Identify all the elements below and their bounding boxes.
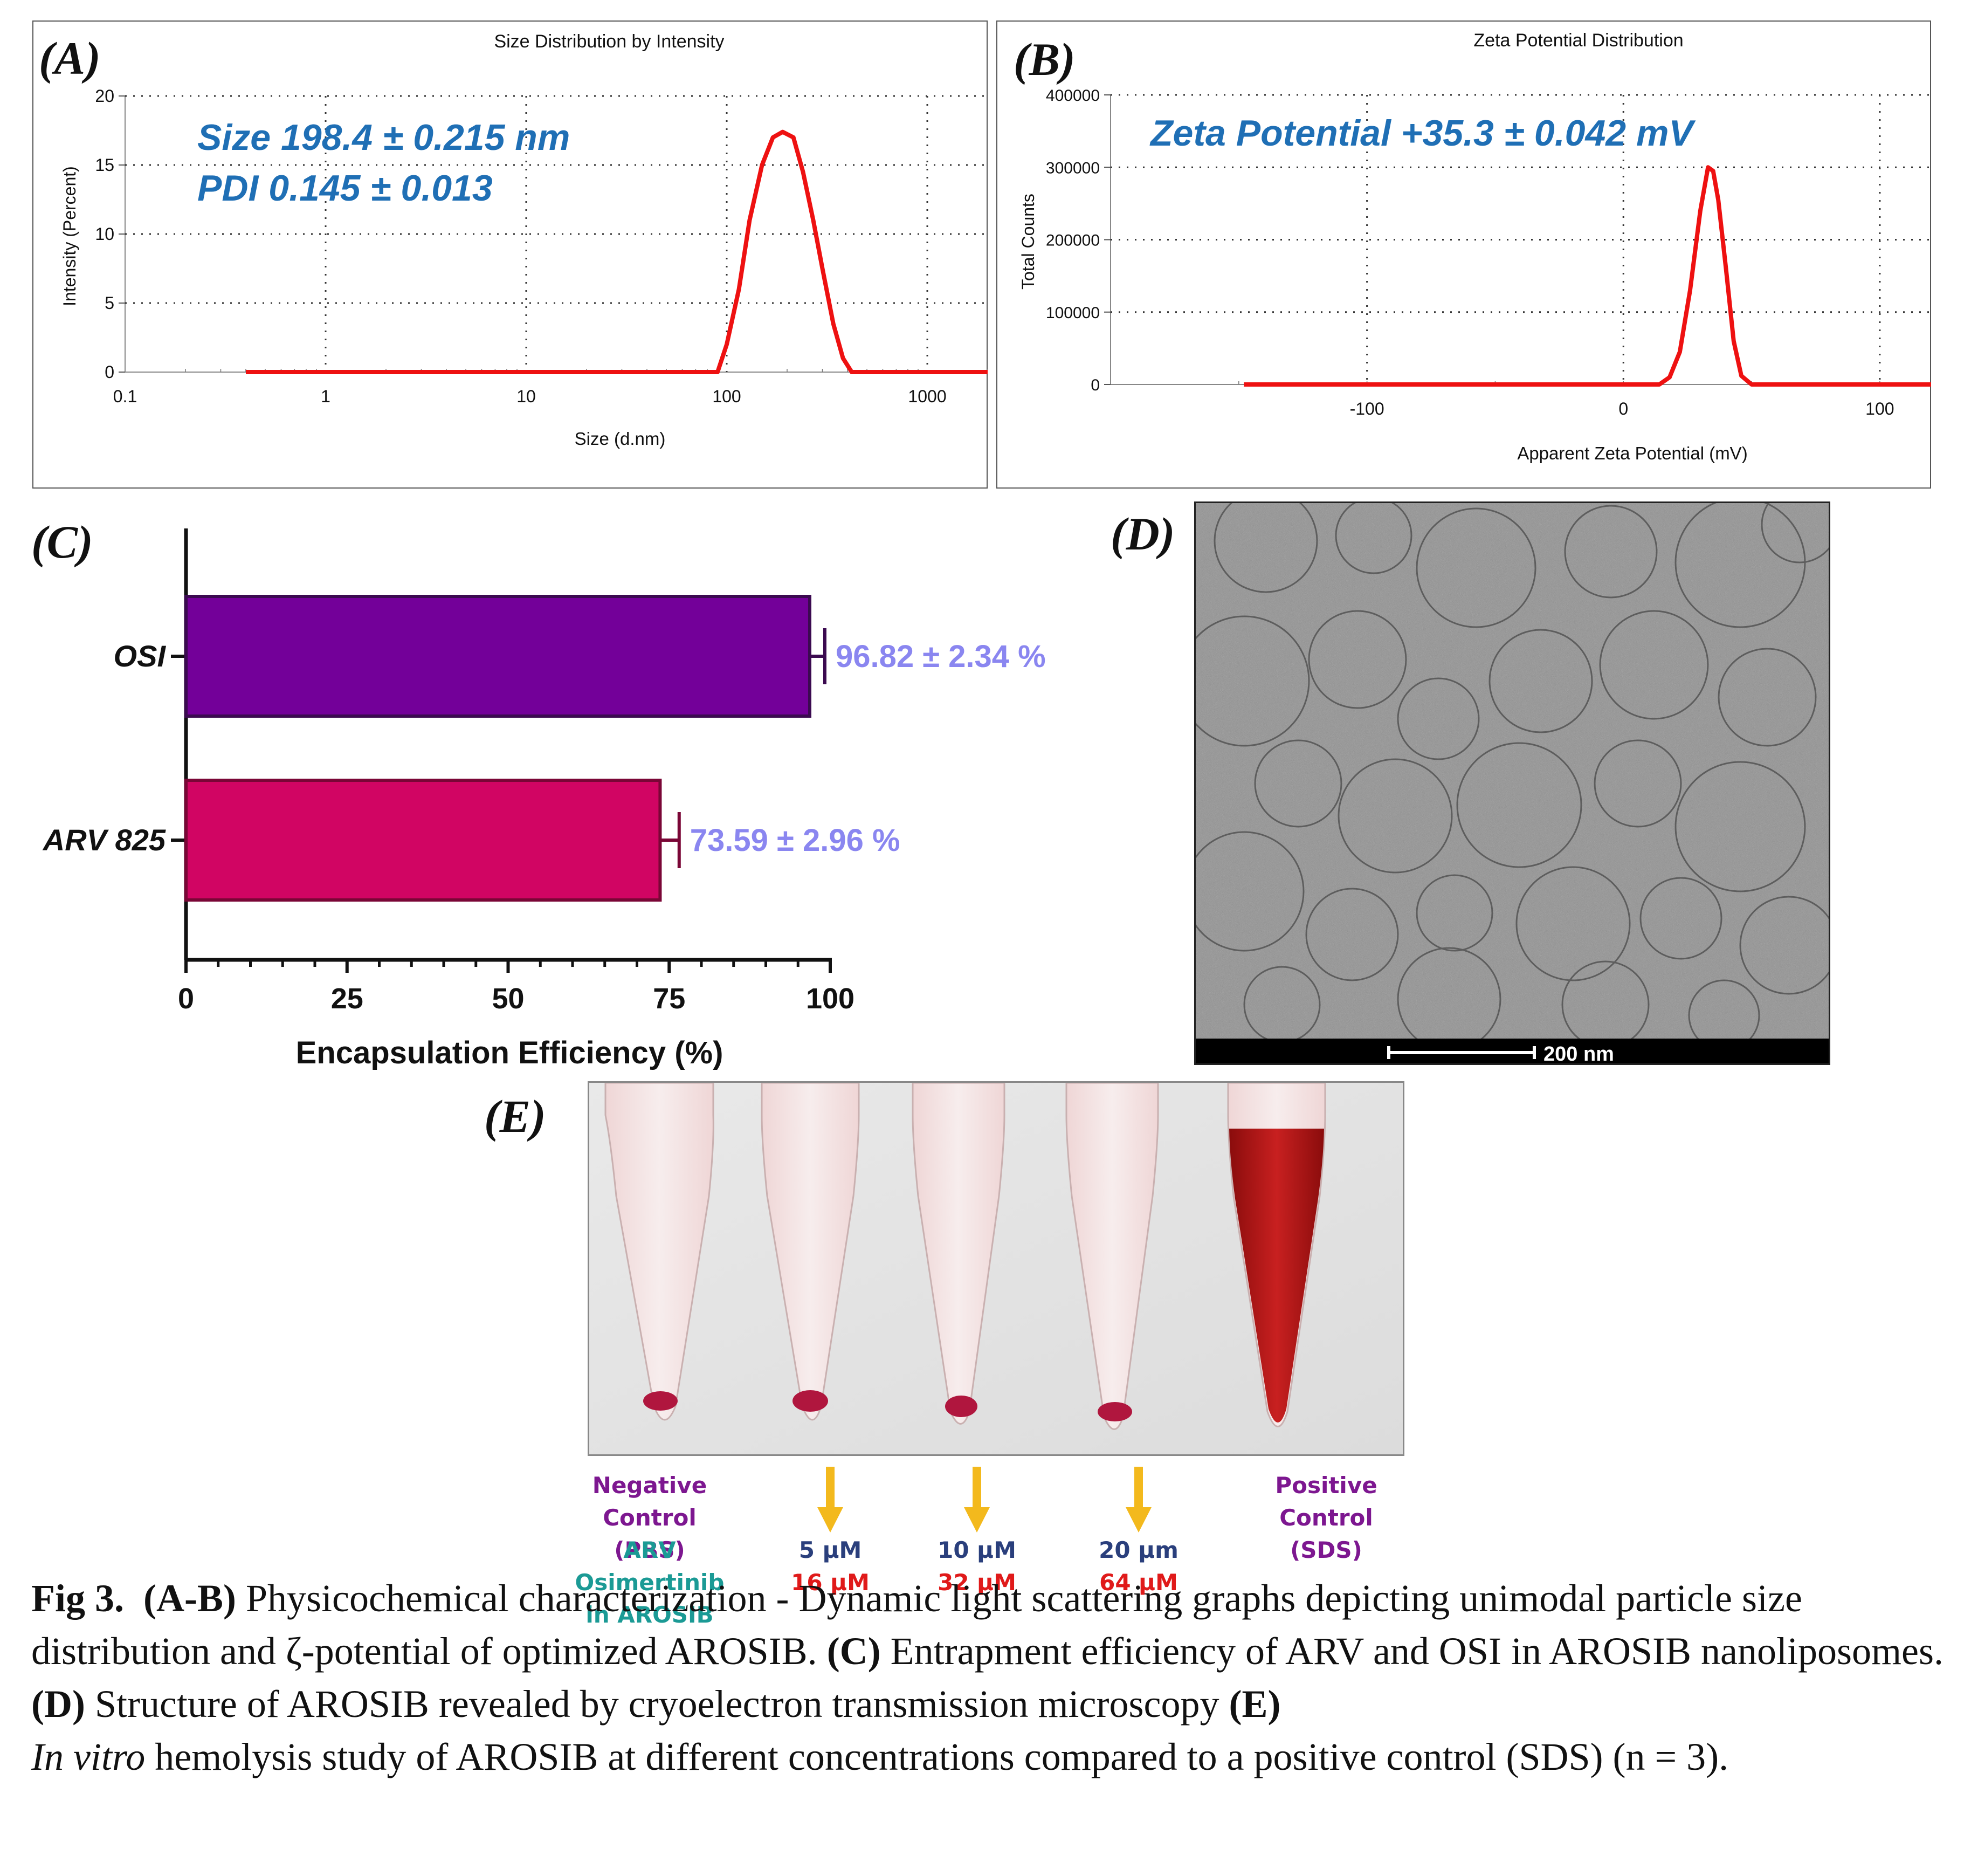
caption-e: (E) <box>1229 1682 1281 1726</box>
b-y-tick-label: 400000 <box>1046 87 1100 105</box>
tube-5um <box>761 1083 860 1421</box>
a-y-tick-label: 5 <box>105 293 114 313</box>
chart-b-title: Zeta Potential Distribution <box>1473 30 1683 51</box>
arrow-icon-3 <box>1126 1467 1152 1533</box>
encapsulation-efficiency-chart: 0 25 50 75 100 OSI ARV 825 96.82 ± 2.34 % 73.59… <box>42 528 1046 1070</box>
zeta-curve-series <box>1244 165 1931 387</box>
c-x-tick-label: 0 <box>178 982 194 1015</box>
panel-a-label: (A) <box>39 32 101 84</box>
chart-b-ylabel: Total Counts <box>1018 194 1038 290</box>
a-x-tick-label: 1 <box>321 387 330 406</box>
chart-a-xlabel: Size (d.nm) <box>575 429 666 449</box>
caption-fig-number: Fig 3. <box>31 1577 124 1620</box>
b-x-tick-label: 100 <box>1865 399 1894 418</box>
b-x-tick-label: -100 <box>1350 399 1384 418</box>
tube-20um <box>1065 1083 1159 1430</box>
tube-negative-control <box>604 1083 714 1421</box>
conc-label-2: 10 µM 32 µM <box>938 1537 1016 1596</box>
size-curve-series <box>246 129 988 374</box>
c-value-label: 96.82 ± 2.34 % <box>836 639 1046 674</box>
panel-c-label: (C) <box>31 516 93 568</box>
c-bar <box>184 595 811 718</box>
tube-10um <box>912 1083 1005 1425</box>
b-x-tick-label: 0 <box>1618 399 1628 418</box>
caption-d: (D) <box>31 1682 85 1726</box>
c-bar <box>184 779 662 902</box>
panel-d-label: (D) <box>1111 508 1175 560</box>
positive-control-label: Positive Control (SDS) <box>1275 1472 1377 1563</box>
a-x-tick-label: 0.1 <box>113 387 137 406</box>
panel-b-label: (B) <box>1014 33 1076 85</box>
c-category-label: ARV 825 <box>42 823 166 857</box>
zeta-potential-chart: Zeta Potential Distribution Total Counts… <box>1018 30 1931 463</box>
caption-text-4: hemolysis study of AROSIB at different c… <box>145 1735 1729 1778</box>
size-annotation: Size 198.4 ± 0.215 nm <box>197 117 570 158</box>
b-y-tick-label: 100000 <box>1046 304 1100 322</box>
caption-text-1: Physicochemical characterization - Dynam… <box>31 1577 1802 1673</box>
hemolysis-tubes <box>589 1083 1403 1454</box>
panel-b-frame <box>996 20 1931 489</box>
zeta-annotation: Zeta Potential +35.3 ± 0.042 mV <box>1149 113 1696 154</box>
chart-a-ylabel: Intensity (Percent) <box>60 166 79 306</box>
a-y-tick-label: 0 <box>105 362 114 382</box>
a-x-tick-label: 1000 <box>908 387 946 406</box>
c-x-tick-label: 50 <box>492 982 524 1015</box>
conc-label-1: 5 µM 16 µM <box>791 1537 870 1596</box>
c-x-tick-label: 75 <box>653 982 685 1015</box>
chart-b-xlabel: Apparent Zeta Potential (mV) <box>1517 443 1747 463</box>
conc-label-3: 20 µm 64 µM <box>1099 1537 1179 1596</box>
pdi-annotation: PDI 0.145 ± 0.013 <box>197 168 493 209</box>
a-y-tick-label: 15 <box>95 155 114 175</box>
a-x-tick-label: 10 <box>516 387 536 406</box>
caption-text-2: Entrapment efficiency of ARV and OSI in … <box>880 1630 1944 1673</box>
c-x-tick-label: 25 <box>331 982 363 1015</box>
caption-c: (C) <box>826 1630 881 1673</box>
figure-caption: Fig 3. (A-B) Physicochemical characteriz… <box>31 1572 1951 1783</box>
panel-a-frame <box>32 20 988 489</box>
caption-text-3: Structure of AROSIB revealed by cryoelec… <box>85 1682 1229 1726</box>
a-y-tick-label: 20 <box>95 86 114 106</box>
c-value-label: 73.59 ± 2.96 % <box>690 823 900 858</box>
a-x-tick-label: 100 <box>712 387 741 406</box>
chart-c-xlabel: Encapsulation Efficiency (%) <box>296 1035 723 1070</box>
arrow-icon-1 <box>817 1467 843 1533</box>
scale-bar-label: 200 nm <box>1543 1043 1614 1065</box>
negative-control-label: Negative Control (PBS) <box>592 1472 707 1563</box>
b-y-tick-label: 300000 <box>1046 159 1100 177</box>
panel-e-label: (E) <box>484 1090 546 1142</box>
caption-ab: (A-B) <box>143 1577 236 1620</box>
b-y-tick-label: 0 <box>1091 376 1100 394</box>
drug-names-label: ARV Osimertinib in AROSIB <box>575 1537 725 1628</box>
c-x-tick-label: 100 <box>806 982 854 1015</box>
hemolysis-photo <box>588 1081 1404 1456</box>
caption-in-vitro: In vitro <box>31 1735 146 1778</box>
size-distribution-chart: Size Distribution by Intensity Intensity… <box>60 31 988 449</box>
tube-positive-control <box>1227 1083 1326 1427</box>
arrow-icon-2 <box>964 1467 990 1533</box>
c-category-label: OSI <box>114 639 167 673</box>
chart-a-title: Size Distribution by Intensity <box>494 31 724 52</box>
b-y-tick-label: 200000 <box>1046 232 1100 250</box>
cryo-tem-micrograph: 200 nm <box>1196 503 1829 1065</box>
cryo-tem-image: 200 nm <box>1194 501 1830 1065</box>
a-y-tick-label: 10 <box>95 224 114 244</box>
